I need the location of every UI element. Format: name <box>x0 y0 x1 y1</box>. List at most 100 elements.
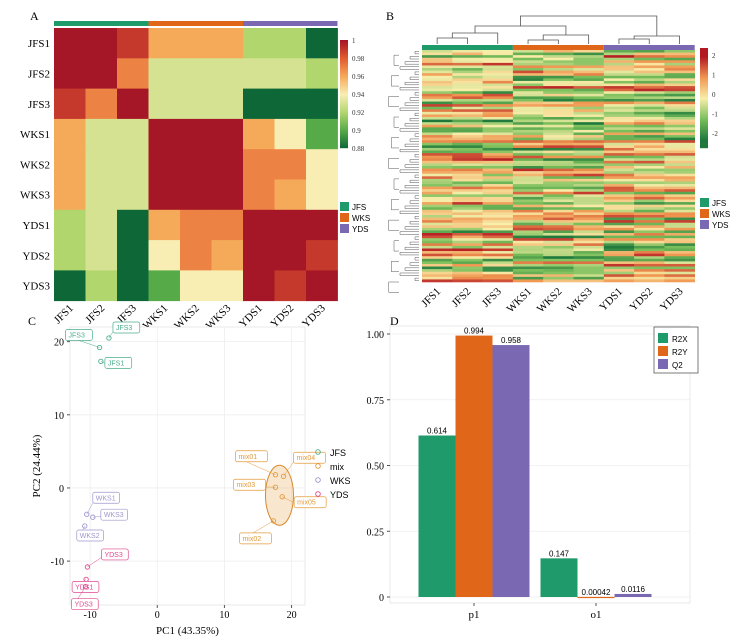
heatmap-cell <box>180 270 212 302</box>
legend-swatch-jfs <box>340 202 349 211</box>
heatmap-cell <box>452 199 483 203</box>
heatmap-cell <box>664 199 695 203</box>
heatmap-cell <box>512 184 544 187</box>
heatmap-cell <box>664 78 695 82</box>
heatmap-cell <box>543 96 574 100</box>
heatmap-cell <box>634 214 665 218</box>
point-label-box <box>65 329 93 341</box>
heatmap-cell <box>603 207 635 211</box>
heatmap-cell <box>664 75 695 79</box>
row-label: YDS3 <box>22 281 50 293</box>
heatmap-cell <box>482 243 514 247</box>
heatmap-cell <box>634 122 665 126</box>
colorbar-segment <box>700 115 708 117</box>
row-dendrogram-branch <box>409 118 419 122</box>
heatmap-cell <box>512 73 544 77</box>
heatmap-cell <box>512 217 544 221</box>
row-dendrogram-branch <box>414 154 419 158</box>
heatmap-cell <box>482 269 514 272</box>
colorbar-segment <box>700 103 708 105</box>
heatmap-cell <box>634 181 665 185</box>
heatmap-cell <box>664 271 695 275</box>
colorbar-segment <box>700 130 708 132</box>
heatmap-cell <box>543 50 574 53</box>
colorbar-segment <box>700 51 708 53</box>
heatmap-cell <box>422 248 453 252</box>
heatmap-cell <box>634 104 665 108</box>
heatmap-cell <box>603 122 635 126</box>
heatmap-cell <box>573 155 605 159</box>
heatmap-cell <box>603 178 635 182</box>
row-dendrogram-branch <box>399 169 419 173</box>
heatmap-cell <box>274 179 307 211</box>
point-label: JFS3 <box>116 325 132 332</box>
heatmap-cell <box>634 271 665 275</box>
heatmap-cell <box>543 122 574 126</box>
heatmap-cell <box>664 65 695 69</box>
heatmap-cell <box>634 263 665 267</box>
heatmap-cell <box>543 214 574 218</box>
heatmap-cell <box>422 70 453 74</box>
bar-q2 <box>614 593 652 597</box>
column-label: YDS3 <box>300 302 328 330</box>
colorbar-segment <box>700 119 708 121</box>
heatmap-cell <box>573 253 605 257</box>
heatmap-cell <box>422 52 453 56</box>
colorbar-segment <box>700 133 708 135</box>
heatmap-cell <box>664 248 695 252</box>
row-label: WKS2 <box>20 159 50 171</box>
heatmap-cell <box>452 135 483 138</box>
heatmap-cell <box>664 117 695 120</box>
heatmap-cell <box>482 132 514 136</box>
heatmap-cell <box>452 91 483 95</box>
heatmap-cell <box>422 91 453 95</box>
colorbar-segment <box>340 45 348 47</box>
heatmap-cell <box>664 184 695 187</box>
heatmap-cell <box>452 243 483 247</box>
heatmap-cell <box>54 118 86 150</box>
heatmap-cell <box>603 253 635 257</box>
heatmap-cell <box>573 196 605 200</box>
heatmap-cell <box>512 155 544 159</box>
pca-point-jfs <box>106 335 112 341</box>
y-tick-label: 10 <box>54 411 64 422</box>
heatmap-cell <box>603 83 635 87</box>
colorbar-segment <box>340 129 348 131</box>
heatmap-cell <box>573 271 605 275</box>
heatmap-cell <box>664 263 695 267</box>
colorbar-segment <box>340 106 348 108</box>
heatmap-cell <box>634 258 665 262</box>
colorbar-segment <box>340 94 348 96</box>
heatmap-cell <box>452 142 483 146</box>
heatmap-cell <box>422 158 453 162</box>
heatmap-cell <box>634 75 665 79</box>
heatmap-cell <box>634 253 665 257</box>
pca-point-mix <box>270 518 277 524</box>
colorbar-tick: -2 <box>712 130 718 138</box>
heatmap-cell <box>543 181 574 185</box>
colorbar-segment <box>700 114 708 116</box>
heatmap-cell <box>634 65 665 69</box>
heatmap-cell <box>452 114 483 118</box>
colorbar-segment <box>340 55 348 57</box>
heatmap-cell <box>452 88 483 92</box>
colorbar-segment <box>340 128 348 130</box>
colorbar-segment <box>340 72 348 74</box>
heatmap-cell <box>543 253 574 257</box>
heatmap-cell <box>634 163 665 167</box>
bar-value-label: 0.958 <box>501 336 522 345</box>
mix-confidence-ellipse <box>264 464 294 526</box>
heatmap-cell <box>148 118 181 150</box>
colorbar-segment <box>340 116 348 118</box>
legend-label: JFS <box>352 203 366 212</box>
colorbar-segment <box>340 69 348 71</box>
colorbar-segment <box>700 111 708 113</box>
colorbar-segment <box>700 56 708 58</box>
heatmap-cell <box>117 179 149 211</box>
heatmap-cell <box>512 70 544 74</box>
bar-value-label: 0.00042 <box>582 588 611 597</box>
heatmap-cell <box>543 269 574 272</box>
heatmap-cell <box>634 173 665 177</box>
colorbar-segment <box>340 64 348 66</box>
heatmap-cell <box>482 181 514 185</box>
